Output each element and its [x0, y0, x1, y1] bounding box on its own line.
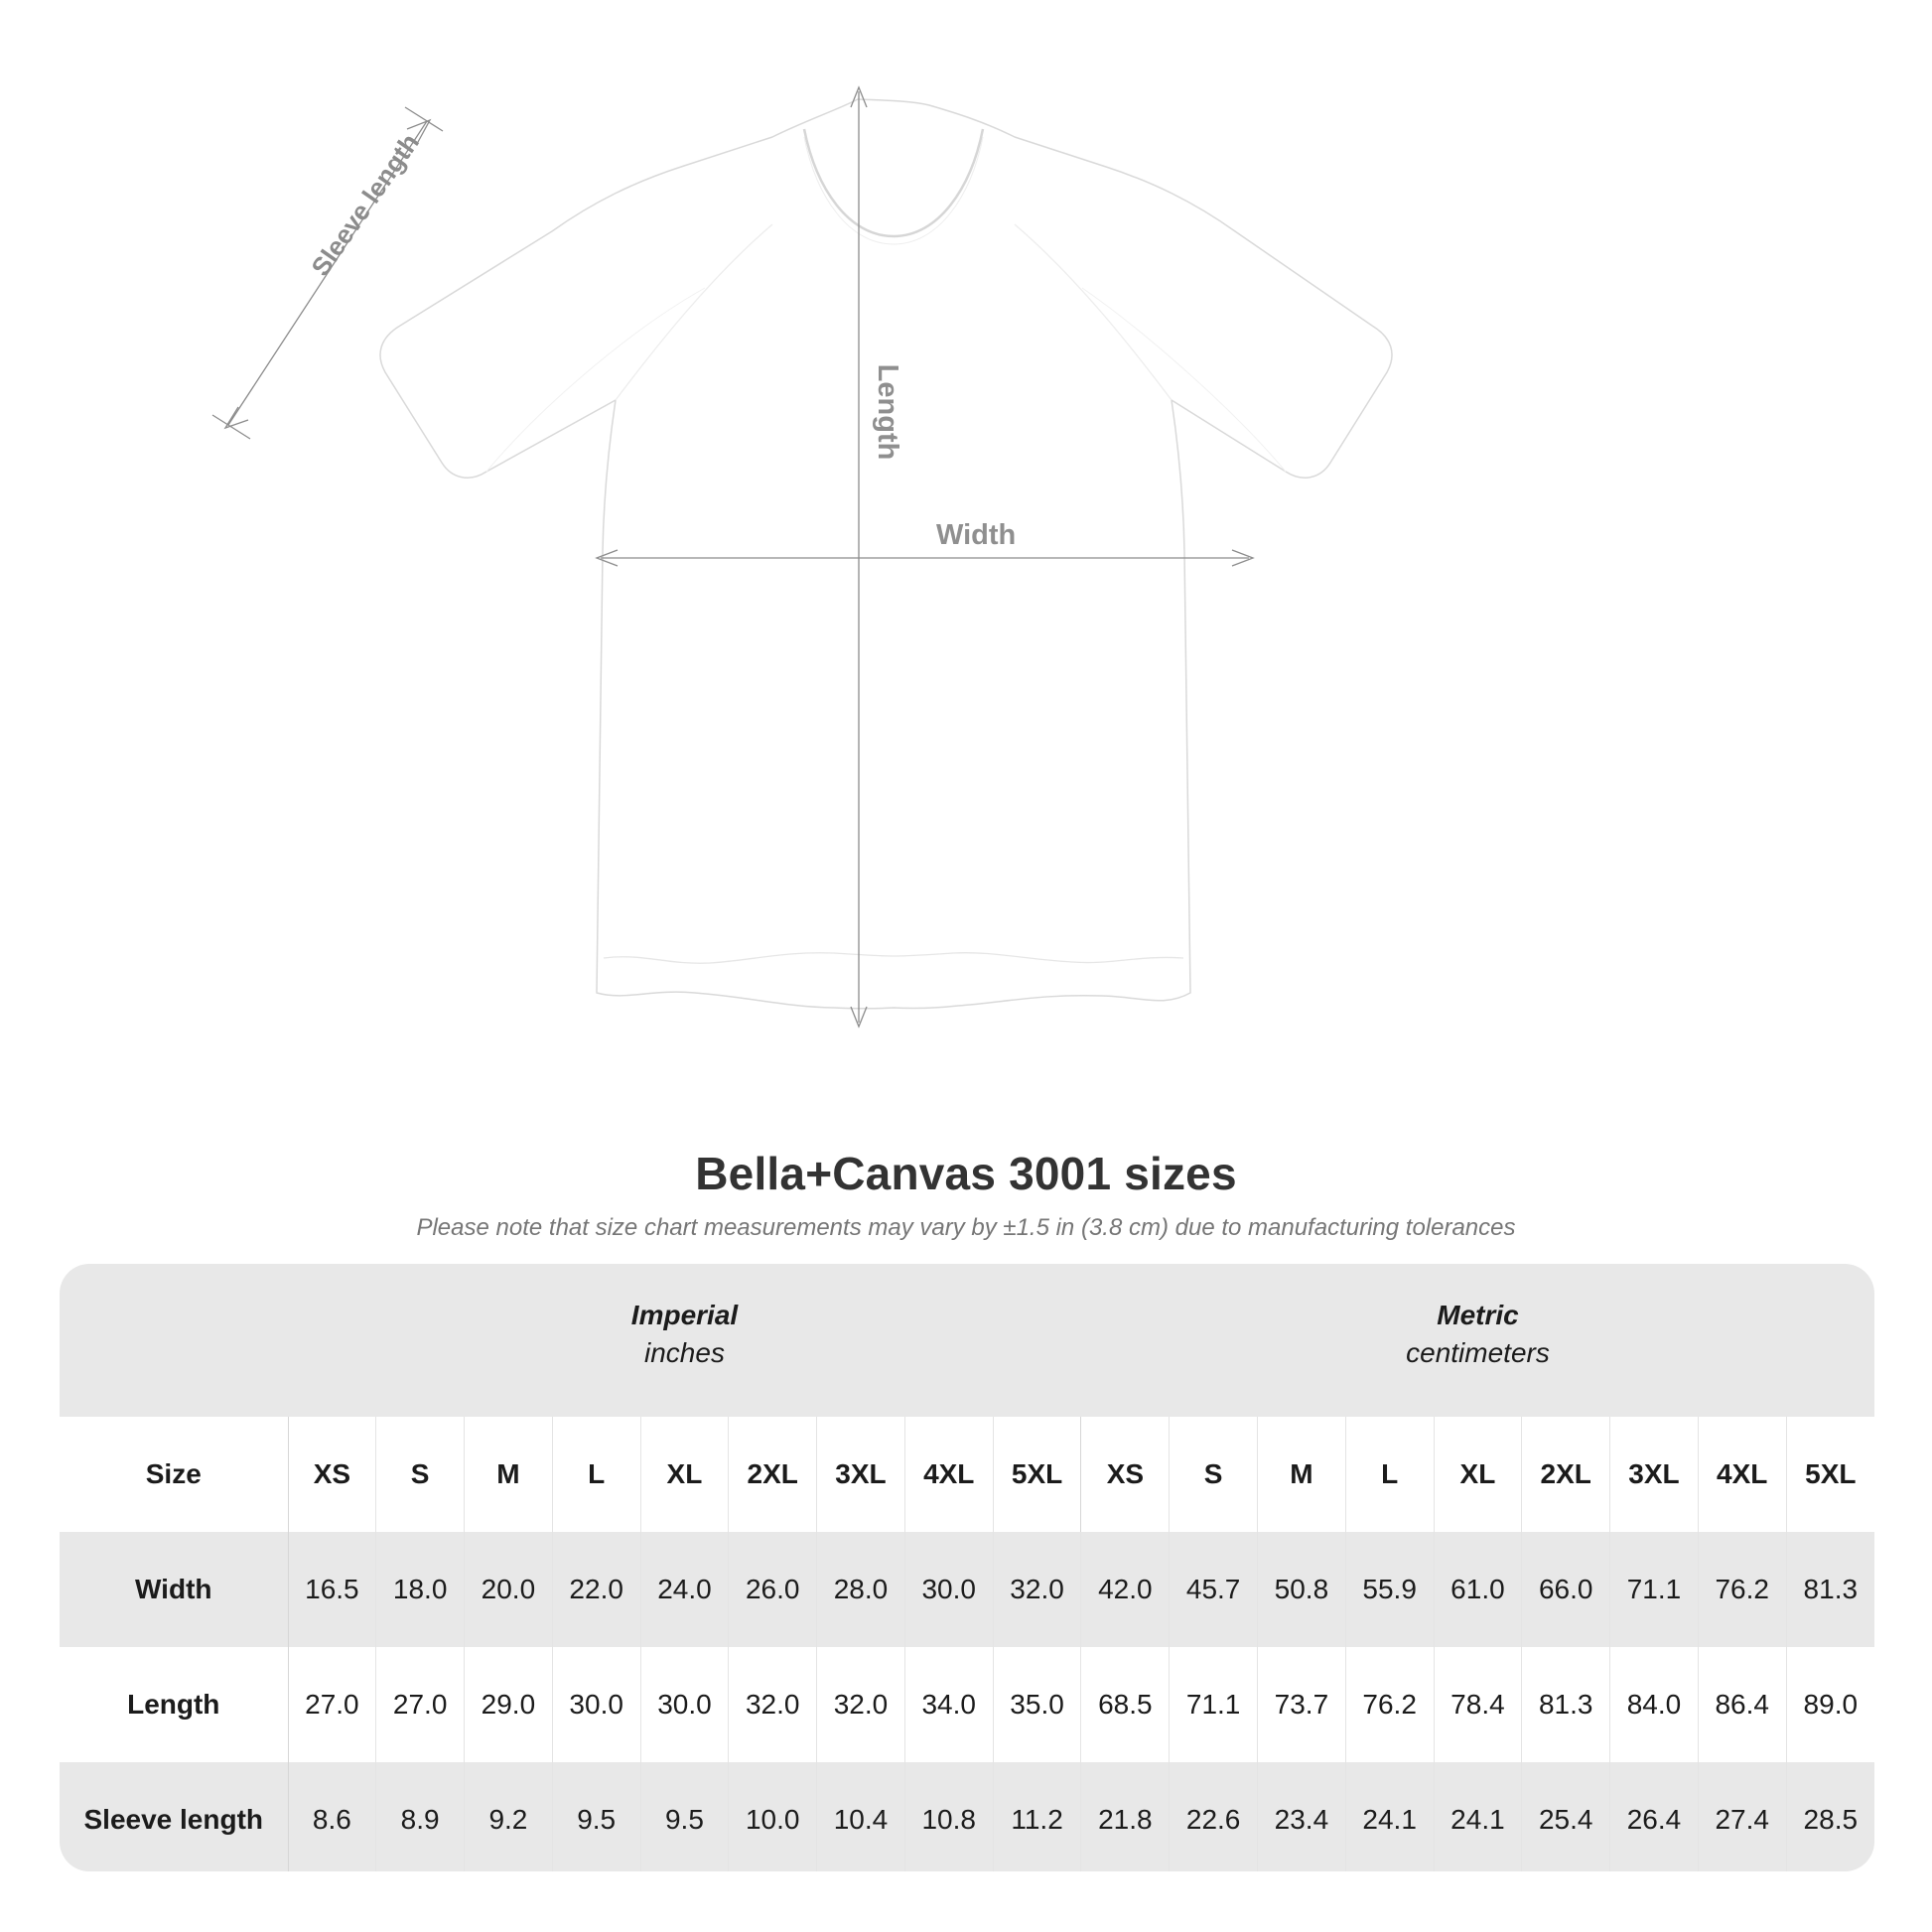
svg-text:Width: Width	[936, 519, 1016, 551]
svg-text:Sleeve length: Sleeve length	[305, 128, 425, 282]
svg-text:Length: Length	[872, 364, 903, 461]
